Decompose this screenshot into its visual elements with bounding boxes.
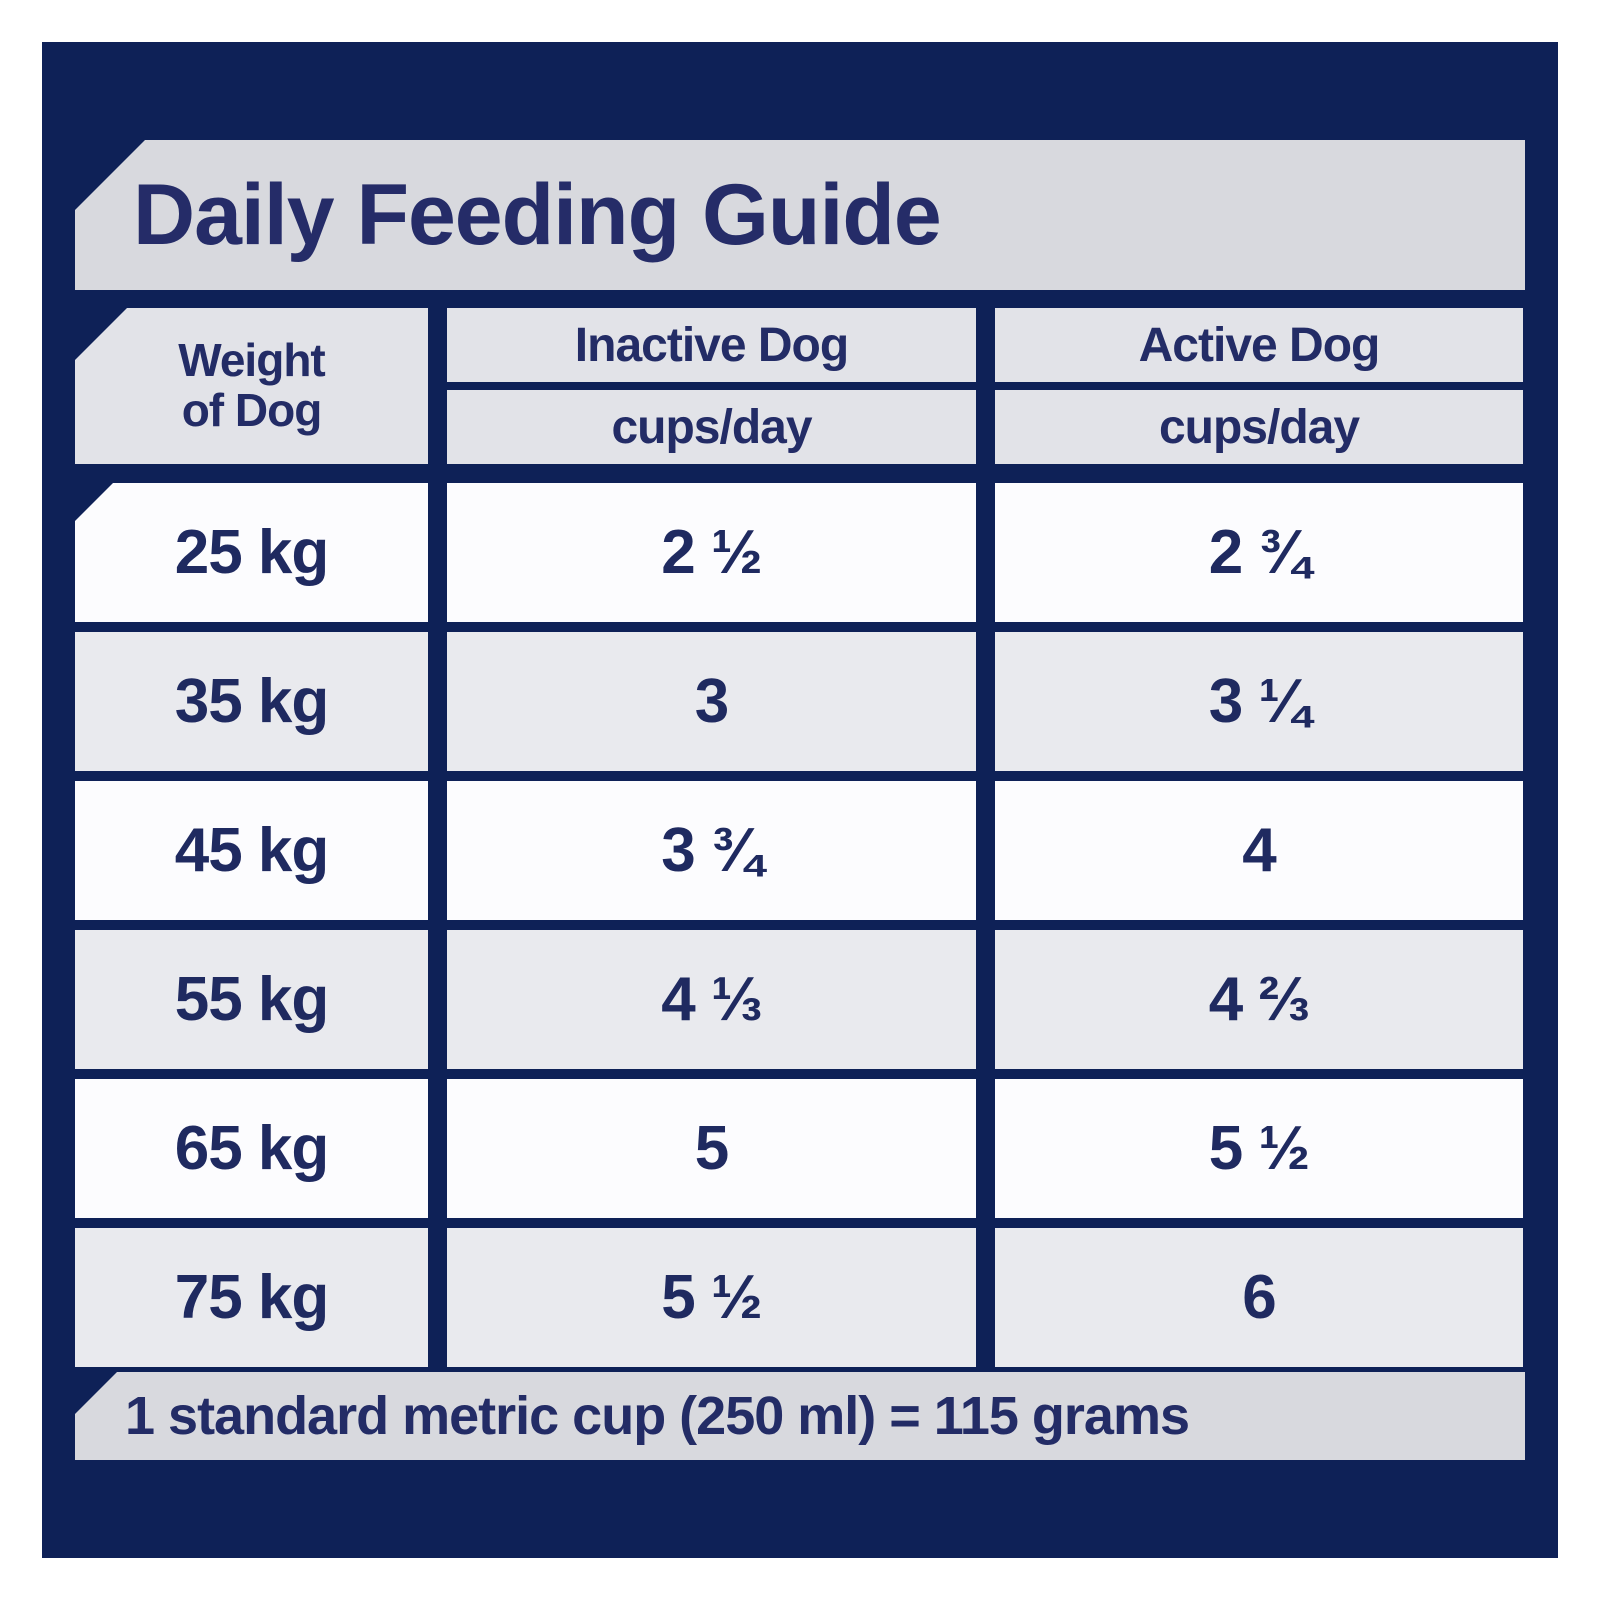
weight-cell: 25 kg bbox=[75, 483, 428, 622]
cup-conversion-note: 1 standard metric cup (250 ml) = 115 gra… bbox=[125, 1386, 1190, 1446]
inactive-value-cell: 3 ¾ bbox=[447, 781, 976, 920]
inactive-value-cell: 5 ½ bbox=[447, 1228, 976, 1367]
header-divider bbox=[995, 382, 1523, 390]
inactive-dog-label: Inactive Dog bbox=[574, 318, 849, 372]
weight-header-line1: Weight bbox=[178, 334, 325, 387]
active-dog-unit: cups/day bbox=[1158, 400, 1360, 454]
active-value-cell: 3 ¼ bbox=[995, 632, 1523, 771]
inactive-value-cell: 5 bbox=[447, 1079, 976, 1218]
active-value-cell: 2 ¾ bbox=[995, 483, 1523, 622]
table-row: 75 kg 5 ½ 6 bbox=[75, 1228, 1523, 1367]
inactive-value-cell: 4 ⅓ bbox=[447, 930, 976, 1069]
column-header-inactive-dog: Inactive Dog cups/day bbox=[447, 308, 976, 464]
footer-banner: 1 standard metric cup (250 ml) = 115 gra… bbox=[75, 1372, 1525, 1460]
weight-header-line2: of Dog bbox=[181, 384, 323, 436]
active-value-cell: 5 ½ bbox=[995, 1079, 1523, 1218]
page-title: Daily Feeding Guide bbox=[133, 166, 942, 263]
navy-panel: Daily Feeding Guide Weight of Dog Inacti… bbox=[42, 42, 1558, 1558]
column-header-active-dog: Active Dog cups/day bbox=[995, 308, 1523, 464]
inactive-value-cell: 3 bbox=[447, 632, 976, 771]
header-divider bbox=[447, 382, 976, 390]
weight-cell: 45 kg bbox=[75, 781, 428, 920]
weight-cell: 35 kg bbox=[75, 632, 428, 771]
table-row: 55 kg 4 ⅓ 4 ⅔ bbox=[75, 930, 1523, 1069]
table-row: 25 kg 2 ½ 2 ¾ bbox=[75, 483, 1523, 622]
weight-cell: 65 kg bbox=[75, 1079, 428, 1218]
feeding-table-body: 25 kg 2 ½ 2 ¾ 35 kg 3 3 ¼ 45 kg 3 ¾ 4 55… bbox=[75, 483, 1523, 1367]
table-row: 65 kg 5 5 ½ bbox=[75, 1079, 1523, 1218]
active-dog-label: Active Dog bbox=[1138, 318, 1381, 372]
table-row: 45 kg 3 ¾ 4 bbox=[75, 781, 1523, 920]
inactive-dog-unit: cups/day bbox=[611, 400, 812, 454]
weight-cell: 55 kg bbox=[75, 930, 428, 1069]
title-banner: Daily Feeding Guide bbox=[75, 140, 1525, 290]
inactive-value-cell: 2 ½ bbox=[447, 483, 976, 622]
column-header-weight: Weight of Dog bbox=[75, 308, 428, 464]
active-value-cell: 4 bbox=[995, 781, 1523, 920]
table-row: 35 kg 3 3 ¼ bbox=[75, 632, 1523, 771]
active-value-cell: 4 ⅔ bbox=[995, 930, 1523, 1069]
weight-cell: 75 kg bbox=[75, 1228, 428, 1367]
active-value-cell: 6 bbox=[995, 1228, 1523, 1367]
